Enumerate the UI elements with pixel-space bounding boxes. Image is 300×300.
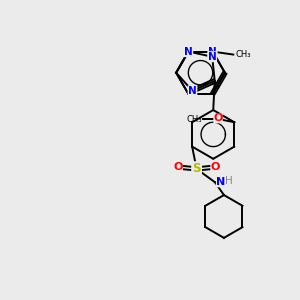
Text: N: N xyxy=(208,52,217,62)
Text: N: N xyxy=(184,46,193,57)
Text: N: N xyxy=(208,46,217,57)
Text: CH₃: CH₃ xyxy=(186,115,202,124)
Text: CH₃: CH₃ xyxy=(236,50,251,59)
Text: S: S xyxy=(192,162,201,176)
Text: O: O xyxy=(210,162,220,172)
Text: N: N xyxy=(188,86,197,96)
Text: N: N xyxy=(216,177,225,187)
Text: O: O xyxy=(173,162,183,172)
Text: O: O xyxy=(213,113,223,123)
Text: H: H xyxy=(224,176,232,186)
